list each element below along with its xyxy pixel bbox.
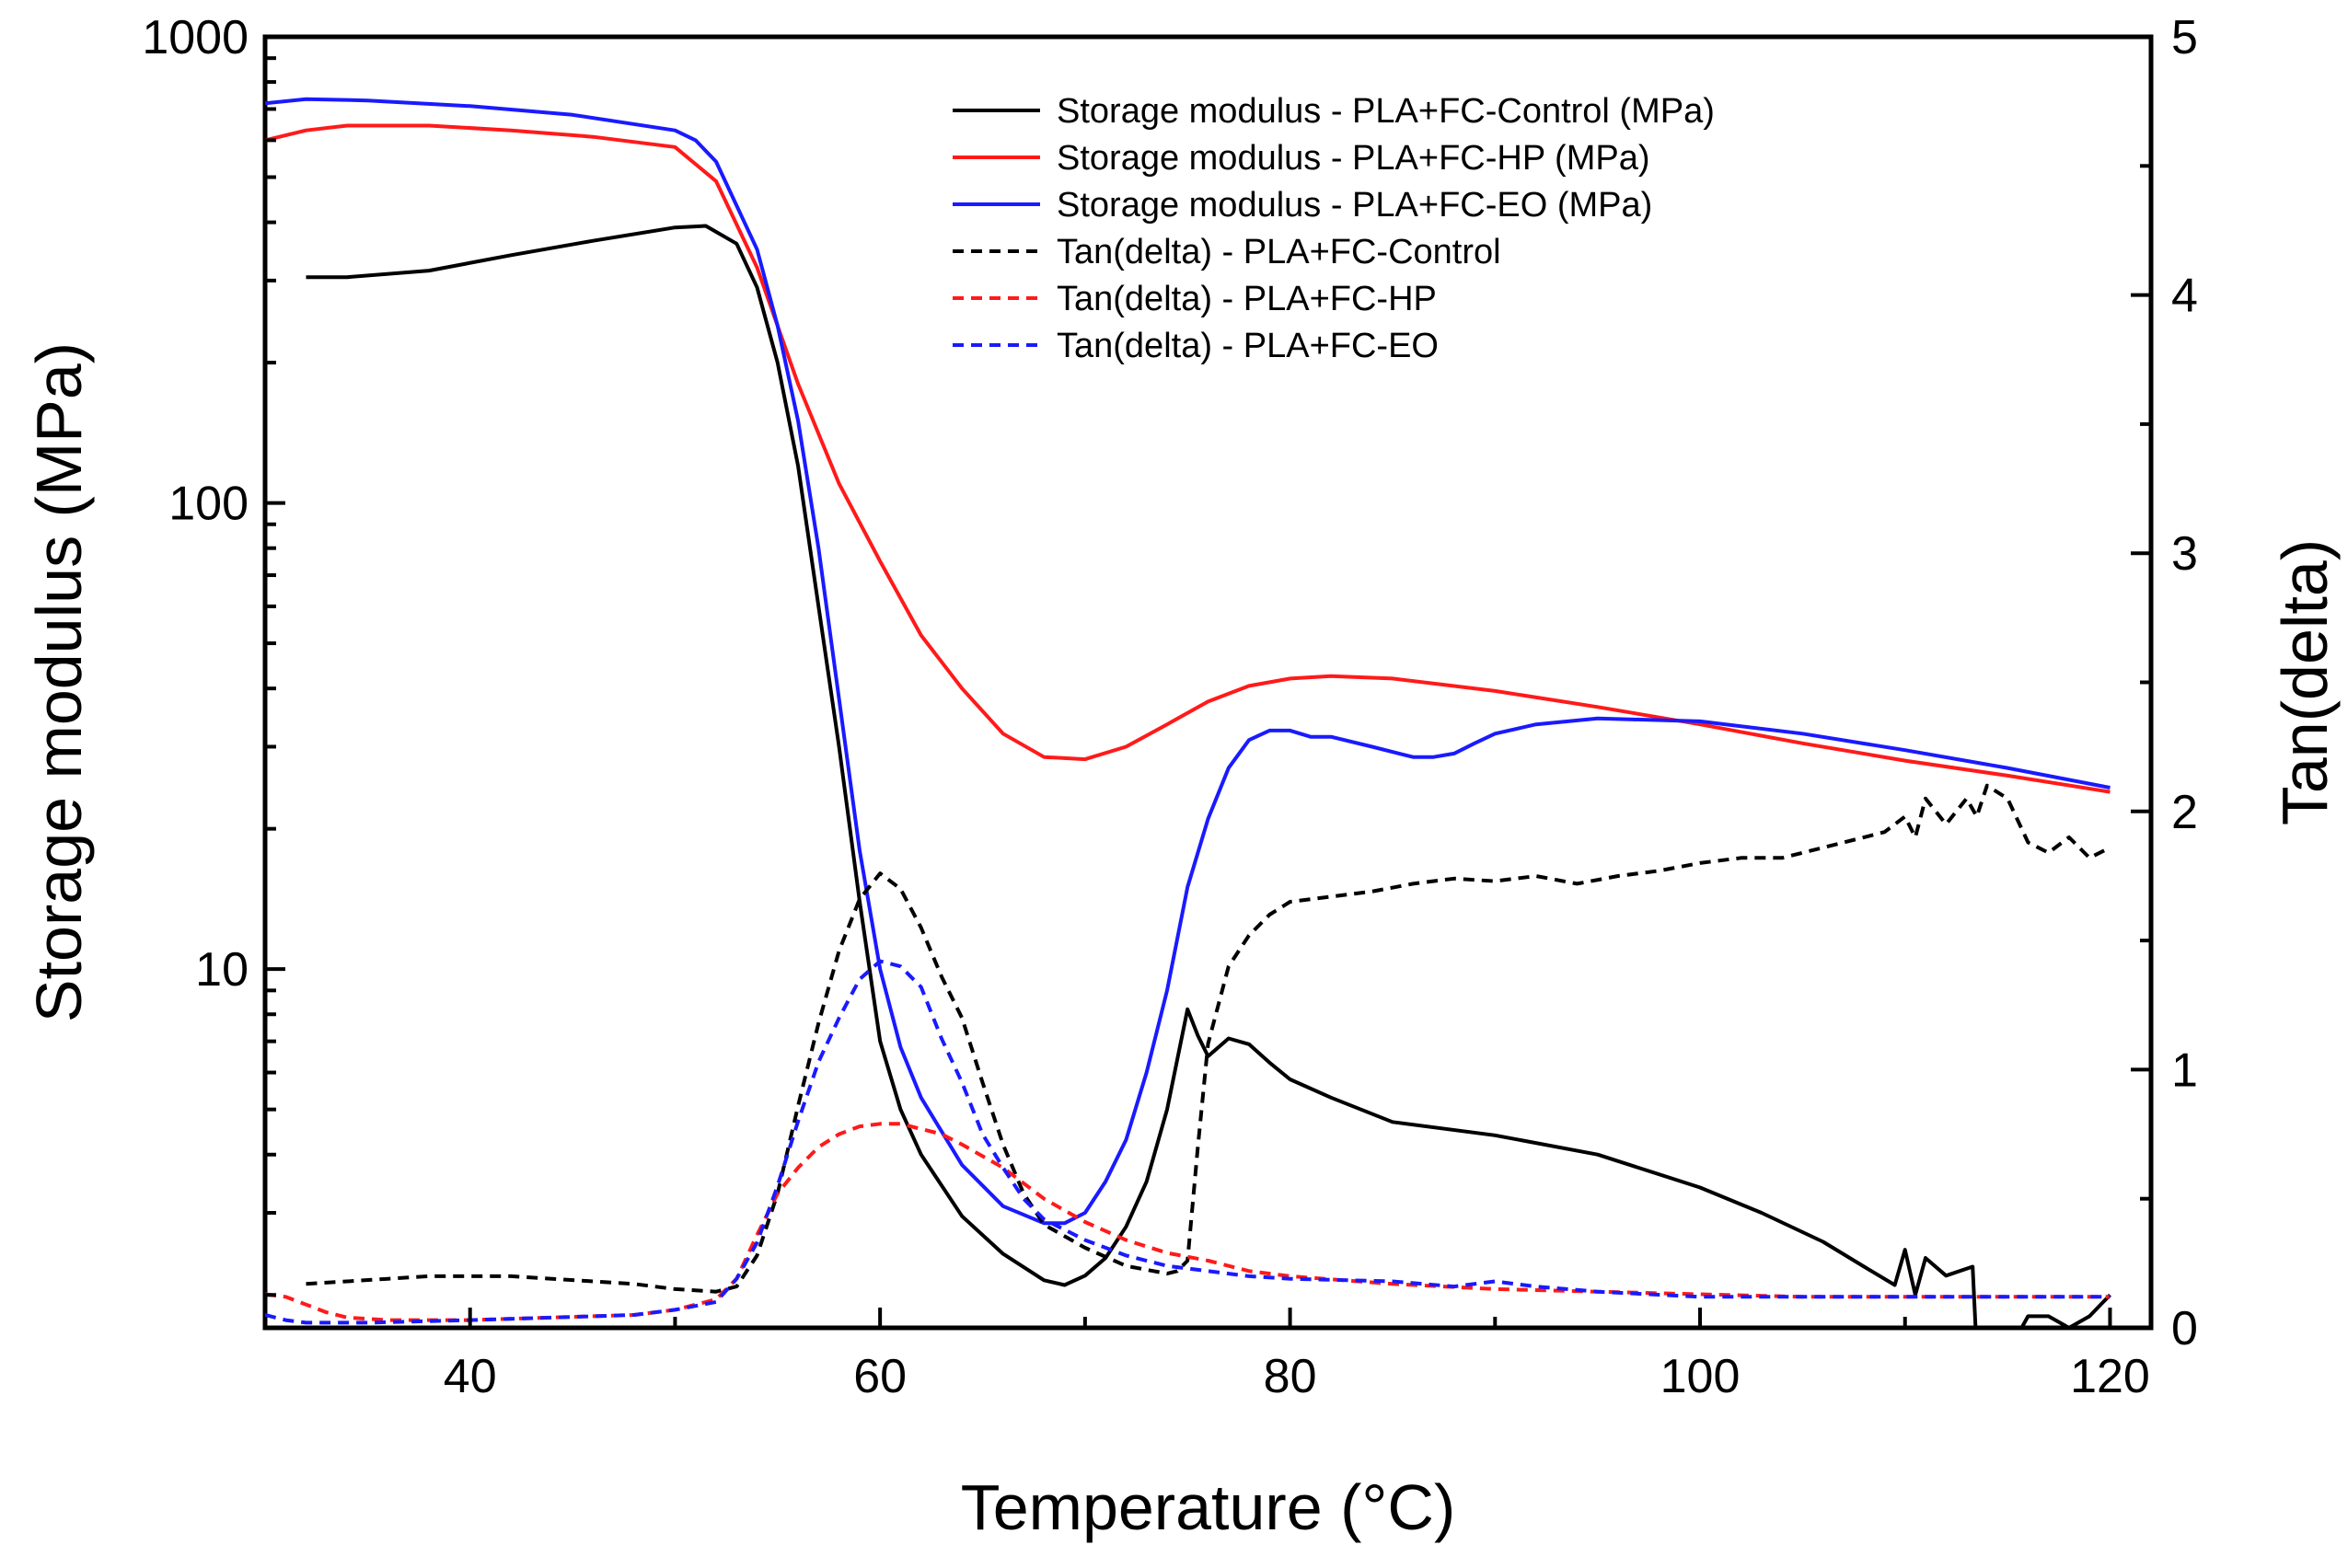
legend: Storage modulus - PLA+FC-Control (MPa) St… [953, 92, 1715, 365]
plot-frame [262, 34, 2154, 1331]
legend-label-5: Tan(delta) - PLA+FC-HP [1057, 280, 1437, 318]
y-axis-title: Storage modulus (MPa) [23, 342, 95, 1022]
series-line-1 [306, 224, 2111, 1328]
y2-tick-label: 1 [2171, 1043, 2198, 1097]
series-line-2 [265, 123, 2111, 794]
legend-label-2: Storage modulus - PLA+FC-HP (MPa) [1057, 139, 1649, 178]
y-tick-label: 10 [195, 943, 249, 997]
y2-tick-label: 5 [2171, 11, 2198, 64]
series-layer [265, 97, 2111, 1328]
series-line-6 [265, 959, 2111, 1325]
series-line-3 [265, 97, 2111, 1226]
x-tick-label: 60 [853, 1350, 907, 1403]
x-tick-label: 100 [1660, 1350, 1741, 1403]
x-tick-label: 40 [444, 1350, 497, 1403]
y2-axis-title: Tan(delta) [2269, 539, 2341, 825]
y-tick-label: 100 [168, 478, 249, 531]
plot-area [262, 34, 2154, 1331]
series-line-5 [265, 1122, 2111, 1322]
ticks-layer: 40 60 80 100 120 10 100 1000 0 1 2 3 4 5 [142, 11, 2198, 1403]
y-tick-label: 1000 [142, 11, 249, 64]
y2-tick-label: 0 [2171, 1302, 2198, 1355]
x-tick-label: 80 [1264, 1350, 1317, 1403]
legend-label-1: Storage modulus - PLA+FC-Control (MPa) [1057, 92, 1715, 131]
x-axis-title: Temperature (°C) [961, 1471, 1456, 1543]
legend-label-4: Tan(delta) - PLA+FC-Control [1057, 233, 1501, 271]
y2-tick-label: 2 [2171, 786, 2198, 839]
y2-tick-label: 4 [2171, 270, 2198, 323]
legend-label-6: Tan(delta) - PLA+FC-EO [1057, 327, 1439, 365]
series-line-4 [306, 783, 2111, 1294]
y2-tick-label: 3 [2171, 527, 2198, 581]
legend-label-3: Storage modulus - PLA+FC-EO (MPa) [1057, 186, 1652, 225]
x-tick-label: 120 [2070, 1350, 2150, 1403]
